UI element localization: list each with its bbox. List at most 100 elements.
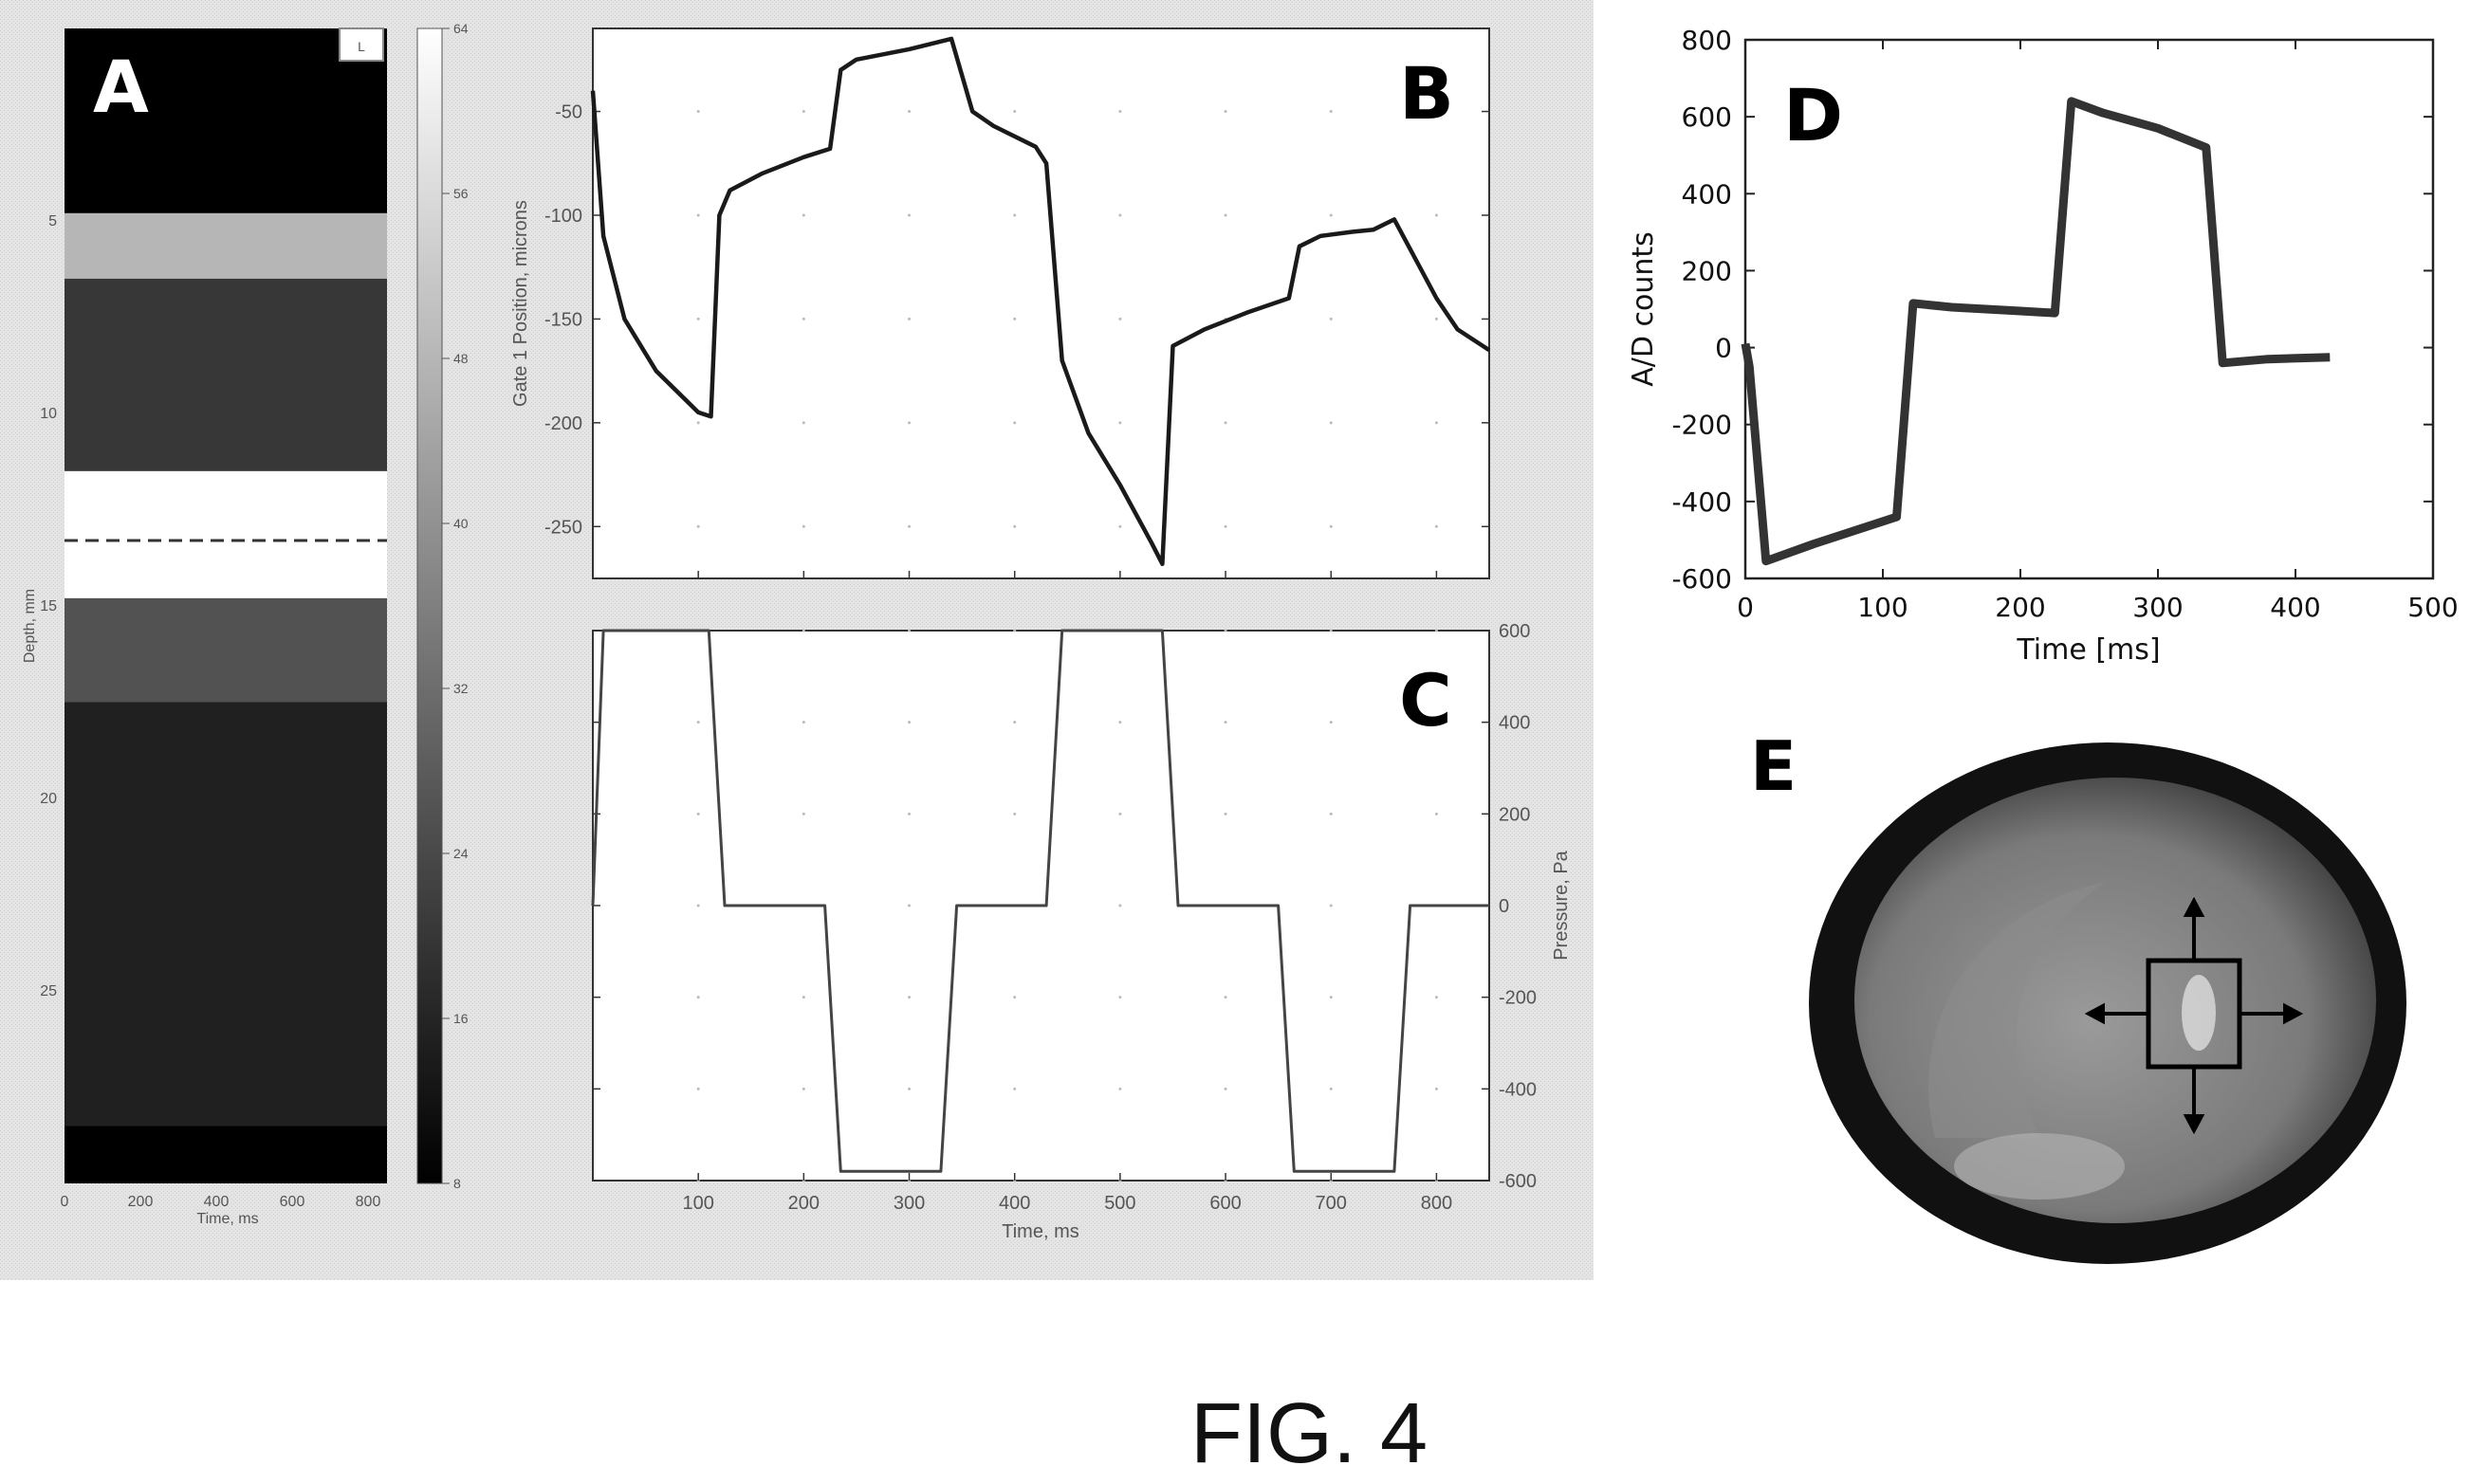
- y-tick-label: 400: [1682, 178, 1732, 210]
- grid-dot: [908, 213, 912, 217]
- tissue-fold: [1928, 882, 2106, 1138]
- grid-dot: [1118, 213, 1122, 217]
- grid-dot: [908, 629, 912, 632]
- colorbar-tick-labels: 8 16 24 32 40 48 56 64: [442, 21, 469, 1191]
- grid-dot: [802, 110, 805, 114]
- colorbar-tick-label: 56: [453, 186, 469, 201]
- heatmap-image: [65, 28, 387, 1183]
- grid-dot: [1118, 421, 1122, 425]
- grid-dot: [908, 812, 912, 815]
- grid-dot: [1013, 317, 1017, 321]
- x-tick-label: 800: [1421, 1193, 1452, 1214]
- panel-a: L A 0 200 400 600 800 5 10 15 20 25 Time, ms Dep…: [22, 21, 469, 1227]
- y-tick-label: -100: [544, 206, 582, 227]
- grid-dot: [1224, 213, 1227, 217]
- grid-dot: [802, 629, 805, 632]
- grid-dot: [1434, 721, 1438, 724]
- x-axis-label: Time [ms]: [2016, 633, 2160, 667]
- y-tick-label: 25: [40, 983, 57, 999]
- grid-dot: [1329, 721, 1333, 724]
- grid-dot: [1013, 629, 1017, 632]
- heatmap-band: [65, 212, 387, 279]
- y-tick-labels: 5 10 15 20 25: [40, 213, 57, 999]
- grid-dots: [696, 110, 1438, 578]
- grid-dot: [696, 317, 700, 321]
- grid-dot: [1434, 629, 1438, 632]
- x-tick-label: 300: [2132, 592, 2183, 623]
- grid-dot: [1013, 524, 1017, 528]
- grid-dot: [1118, 524, 1122, 528]
- panel-label-d: D: [1783, 73, 1843, 157]
- grid-dot: [802, 1087, 805, 1090]
- colorbar-tick-label: 32: [453, 681, 469, 696]
- y-tick-labels: 600 400 200 0 -200 -400 -600: [593, 621, 1537, 1192]
- series-line: [590, 36, 1491, 566]
- panel-d: 0 100 200 300 400 500 800 600 400 200 0 -200 -400 -6…: [1627, 25, 2459, 667]
- grid-dot: [1013, 721, 1017, 724]
- grid-dot: [908, 524, 912, 528]
- colorbar-tick-label: 40: [453, 516, 469, 531]
- grid-dot: [696, 904, 700, 907]
- grid-dot: [1224, 110, 1227, 114]
- grid-dot: [1329, 110, 1333, 114]
- grid-dot: [908, 1087, 912, 1090]
- y-tick-label: 400: [1499, 713, 1530, 734]
- grid-dot: [1224, 812, 1227, 815]
- grid-dot: [696, 421, 700, 425]
- grid-dot: [1224, 721, 1227, 724]
- y-tick-label: 20: [40, 791, 57, 807]
- grid-dot: [696, 1087, 700, 1090]
- grid-dot: [1118, 996, 1122, 999]
- panel-b: -50 -100 -150 -200 -250 Gate 1 Position, mic…: [510, 27, 1491, 579]
- y-tick-labels: -50 -100 -150 -200 -250: [544, 102, 1489, 538]
- heatmap-band: [65, 28, 387, 213]
- grid-dot: [1013, 812, 1017, 815]
- grid-dot: [1329, 421, 1333, 425]
- y-tick-label: 0: [1715, 333, 1732, 364]
- y-tick-label: -400: [1499, 1079, 1537, 1100]
- x-axis-label: Time, ms: [196, 1211, 258, 1227]
- grid-dot: [1329, 524, 1333, 528]
- grid-dot: [1329, 213, 1333, 217]
- figure-label: FIG. 4: [1190, 1386, 1428, 1481]
- grid-dot: [908, 996, 912, 999]
- y-axis-label: A/D counts: [1627, 231, 1660, 387]
- grid-dot: [802, 812, 805, 815]
- panel-label-c: C: [1399, 658, 1452, 742]
- plot-area: [1743, 38, 2435, 580]
- grid-dot: [1224, 421, 1227, 425]
- y-tick-label: -400: [1671, 486, 1732, 518]
- panel-label-b: B: [1399, 51, 1454, 136]
- y-tick-label: 5: [48, 213, 57, 229]
- heatmap-band: [65, 278, 387, 471]
- heatmap-band: [65, 702, 387, 1127]
- grid-dot: [1329, 629, 1333, 632]
- panel-e: E: [1750, 726, 2406, 1264]
- y-tick-label: 200: [1682, 255, 1732, 286]
- grid-dot: [696, 110, 700, 114]
- legend-glyph: L: [358, 39, 365, 54]
- grid-dot: [1329, 904, 1333, 907]
- grid-dot: [802, 721, 805, 724]
- panel-label-a: A: [93, 45, 149, 129]
- grid-dot: [1118, 110, 1122, 114]
- grid-dot: [1434, 317, 1438, 321]
- grid-dot: [802, 524, 805, 528]
- panel-label-e: E: [1750, 726, 1797, 806]
- y-tick-label: -250: [544, 517, 582, 538]
- colorbar-tick-label: 64: [453, 21, 469, 36]
- x-tick-labels: 100 200 300 400 500 600 700 800: [682, 1173, 1452, 1214]
- heatmap-band: [65, 1126, 387, 1183]
- y-axis-label: Pressure, Pa: [1551, 850, 1572, 960]
- colorbar-tick-label: 24: [453, 846, 469, 861]
- legend-box: [339, 27, 384, 62]
- grid-dot: [696, 721, 700, 724]
- colorbar-tick-label: 8: [453, 1176, 461, 1191]
- x-tick-label: 500: [2407, 592, 2458, 623]
- colorbar-tick-label: 16: [453, 1011, 469, 1026]
- grid-dot: [696, 524, 700, 528]
- x-tick-label: 300: [894, 1193, 925, 1214]
- heatmap-band: [65, 470, 387, 598]
- grid-dot: [1434, 1087, 1438, 1090]
- grid-dot: [1434, 996, 1438, 999]
